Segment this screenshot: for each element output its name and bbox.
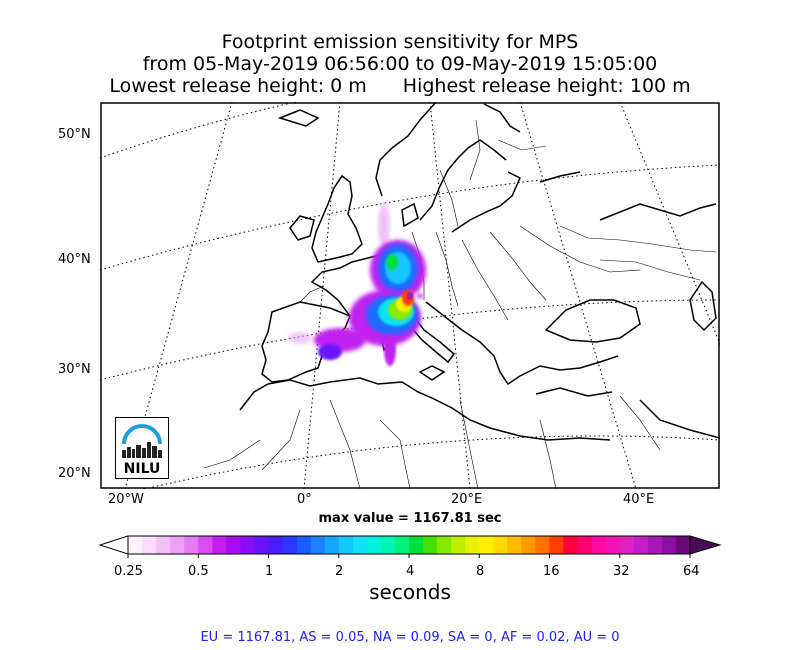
nilu-logo-graphic: NILU xyxy=(122,424,162,477)
lat-label-20n: 20°N xyxy=(58,466,91,481)
colorbar-segment xyxy=(212,536,227,554)
colorbar-segment xyxy=(563,536,579,554)
nilu-logo-arc xyxy=(122,424,162,445)
colorbar-segment xyxy=(521,536,536,554)
map-frame xyxy=(100,102,720,489)
colorbar-segment xyxy=(619,536,635,554)
footprint-field xyxy=(288,203,426,366)
colorbar-label: seconds xyxy=(369,580,451,604)
lon-label-20e: 20°E xyxy=(451,492,483,507)
highest-release-height: Highest release height: 100 m xyxy=(402,75,691,97)
colorbar-segment xyxy=(423,536,438,554)
colorbar-segment xyxy=(128,536,143,554)
colorbar-tick-8: 64 xyxy=(683,564,700,579)
colorbar-segment xyxy=(549,536,565,554)
lon-label-20w: 20°W xyxy=(108,492,144,507)
colorbar-tick-2: 1 xyxy=(265,564,274,579)
lon-label-0: 0° xyxy=(297,492,312,507)
colorbar-segment xyxy=(647,536,663,554)
colorbar-segment xyxy=(451,536,466,554)
lowest-release-height: Lowest release height: 0 m xyxy=(109,75,367,97)
colorbar-tick-4: 4 xyxy=(406,564,415,579)
colorbar-segment xyxy=(296,536,312,554)
colorbar-segment xyxy=(254,536,269,554)
colorbar-segment xyxy=(226,536,241,554)
colorbar-segment xyxy=(366,536,382,554)
colorbar-segment xyxy=(675,536,691,554)
colorbar-segment xyxy=(535,536,550,554)
region-summary: EU = 1167.81, AS = 0.05, NA = 0.09, SA =… xyxy=(200,630,620,645)
colorbar-segment xyxy=(310,536,326,554)
colorbar xyxy=(98,535,722,558)
colorbar-segment xyxy=(240,536,255,554)
colorbar-segment xyxy=(577,536,593,554)
colorbar-segment xyxy=(338,536,354,554)
colorbar-segment xyxy=(633,536,649,554)
nilu-logo: NILU xyxy=(115,417,169,479)
country-borders xyxy=(203,119,717,489)
colorbar-extend-high xyxy=(689,535,722,555)
colorbar-segment xyxy=(661,536,677,554)
max-value-label: max value = 1167.81 sec xyxy=(318,511,502,526)
colorbar-segment xyxy=(591,536,607,554)
colorbar-segment xyxy=(282,536,298,554)
colorbar-tick-0: 0.25 xyxy=(114,564,143,579)
coastlines xyxy=(239,102,720,441)
graticule xyxy=(100,102,720,489)
colorbar-segment xyxy=(493,536,508,554)
colorbar-tick-1: 0.5 xyxy=(188,564,209,579)
chart-subtitle-heights: Lowest release height: 0 m Highest releas… xyxy=(0,75,800,97)
colorbar-extend-low xyxy=(98,535,129,555)
colorbar-segment xyxy=(156,536,171,554)
lat-label-50n: 50°N xyxy=(58,127,91,142)
chart-subtitle-period: from 05-May-2019 06:56:00 to 09-May-2019… xyxy=(142,53,658,75)
colorbar-segment xyxy=(507,536,522,554)
colorbar-segment xyxy=(394,536,410,554)
colorbar-tick-7: 32 xyxy=(613,564,630,579)
colorbar-segment xyxy=(268,536,284,554)
nilu-logo-text: NILU xyxy=(124,461,161,477)
lat-label-40n: 40°N xyxy=(58,252,91,267)
colorbar-segment xyxy=(352,536,368,554)
colorbar-tick-6: 16 xyxy=(543,564,560,579)
colorbar-segment xyxy=(465,536,480,554)
colorbar-segment xyxy=(437,536,452,554)
lat-label-30n: 30°N xyxy=(58,362,91,377)
colorbar-tick-3: 2 xyxy=(335,564,344,579)
colorbar-segment xyxy=(409,536,424,554)
nilu-logo-skyline xyxy=(122,442,162,458)
colorbar-tick-5: 8 xyxy=(476,564,485,579)
chart-title: Footprint emission sensitivity for MPS xyxy=(221,31,579,53)
colorbar-segment xyxy=(324,536,340,554)
colorbar-segment xyxy=(479,536,494,554)
lon-label-40e: 40°E xyxy=(623,492,655,507)
colorbar-segment xyxy=(170,536,185,554)
colorbar-segment xyxy=(380,536,396,554)
colorbar-segment xyxy=(184,536,199,554)
colorbar-segment xyxy=(605,536,621,554)
colorbar-segment xyxy=(198,536,213,554)
colorbar-segment xyxy=(142,536,157,554)
